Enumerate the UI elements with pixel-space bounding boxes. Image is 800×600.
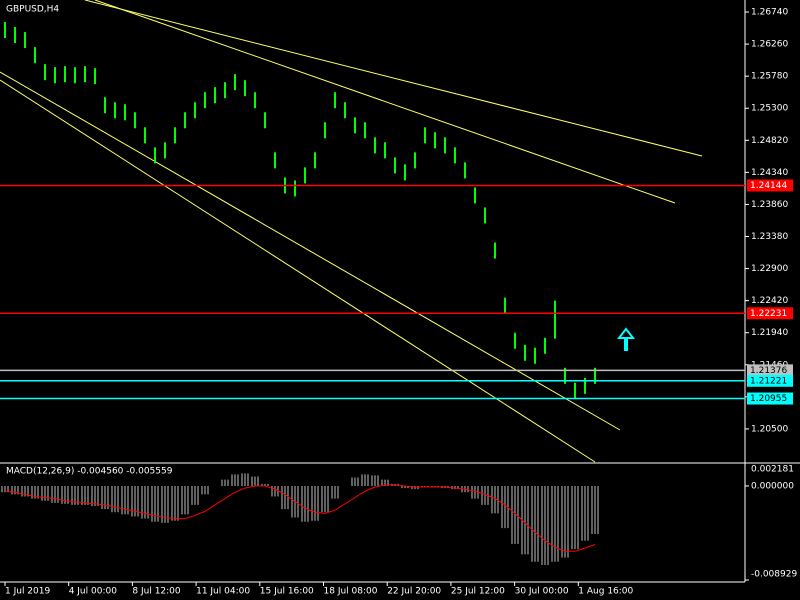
arrow-up xyxy=(616,327,636,351)
x-tick-label: 18 Jul 08:00 xyxy=(324,587,378,597)
y-tick-label: 1.23860 xyxy=(751,200,788,210)
y-tick-label: 1.26740 xyxy=(751,8,788,18)
y-tick-label: 1.24340 xyxy=(751,168,788,178)
trendline xyxy=(84,0,703,157)
level-box xyxy=(747,374,793,387)
x-tick-label: 15 Jul 16:00 xyxy=(260,587,314,597)
y-tick-label: 1.25300 xyxy=(751,104,788,114)
x-tick-label: 11 Jul 04:00 xyxy=(196,587,250,597)
y-tick-label: 1.26260 xyxy=(751,40,788,50)
macd-title: MACD(12,26,9) -0.004560 -0.005559 xyxy=(6,467,173,477)
trendline xyxy=(94,0,676,204)
level-label: 1.21221 xyxy=(750,376,787,386)
y-tick-label: 1.21940 xyxy=(751,328,788,338)
level-label: 1.22231 xyxy=(750,309,787,319)
level-box xyxy=(747,179,793,192)
x-tick-label: 1 Aug 16:00 xyxy=(578,587,633,597)
level-label: 1.21376 xyxy=(750,366,787,376)
level-label: 1.24144 xyxy=(750,181,787,191)
y-tick-label: 1.24820 xyxy=(751,136,788,146)
chart-title: GBPUSD,H4 xyxy=(6,5,59,15)
x-tick-label: 30 Jul 00:00 xyxy=(515,587,569,597)
macd-y-tick-label: -0.008929 xyxy=(751,570,797,580)
x-tick-label: 1 Jul 2019 xyxy=(5,587,50,597)
x-tick-label: 8 Jul 12:00 xyxy=(132,587,181,597)
x-tick-label: 22 Jul 20:00 xyxy=(387,587,441,597)
y-tick-label: 1.23380 xyxy=(751,232,788,242)
y-tick-label: 1.25780 xyxy=(751,72,788,82)
x-tick-label: 25 Jul 12:00 xyxy=(451,587,505,597)
level-label: 1.20955 xyxy=(750,394,787,404)
y-tick-label: 1.22420 xyxy=(751,296,788,306)
macd-y-tick-label: 0.000000 xyxy=(751,481,794,491)
y-tick-label: 1.20500 xyxy=(751,424,788,434)
level-box xyxy=(747,392,793,405)
macd-signal xyxy=(4,484,596,552)
x-tick-label: 4 Jul 00:00 xyxy=(69,587,118,597)
macd-y-tick-label: 0.002181 xyxy=(751,465,794,475)
y-tick-label: 1.22900 xyxy=(751,264,788,274)
level-box xyxy=(747,307,793,320)
level-box xyxy=(747,364,793,377)
